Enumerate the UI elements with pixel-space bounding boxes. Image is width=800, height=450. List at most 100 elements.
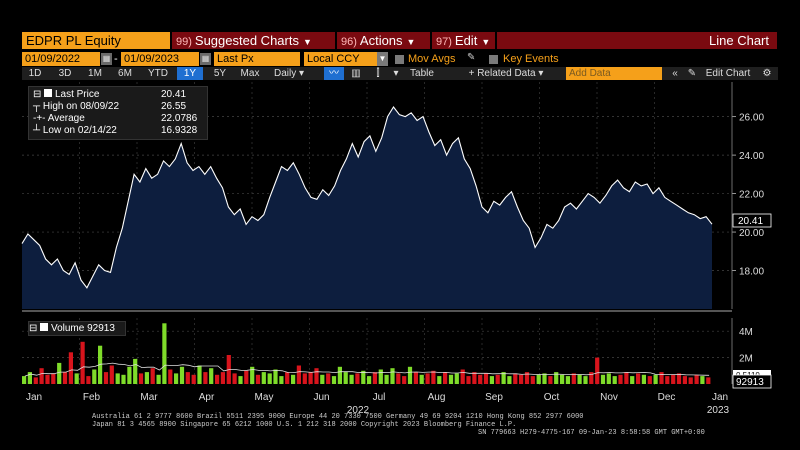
volume-bar: [33, 377, 38, 384]
legend-value: 16.9328: [161, 125, 198, 136]
volume-bar: [390, 368, 395, 384]
period-max[interactable]: Max: [240, 68, 260, 79]
legend-label: Last Price: [54, 89, 100, 100]
swatch-icon: [40, 323, 49, 331]
volume-bar: [291, 374, 296, 384]
legend-label: High on 08/09/22: [42, 101, 120, 112]
table-button[interactable]: Table: [410, 68, 434, 79]
low-marker-icon: ┴: [33, 125, 41, 136]
volume-bar: [495, 374, 500, 384]
last-price-tag-text: 20.41: [738, 216, 763, 227]
volume-bar: [197, 365, 202, 384]
calendar-icon[interactable]: ▦: [200, 53, 211, 65]
volume-bar: [156, 374, 161, 384]
volume-bar: [133, 358, 138, 384]
volume-bar: [407, 366, 413, 384]
suggested-charts-menu[interactable]: 99) Suggested Charts ▼: [172, 32, 335, 49]
period-ytd[interactable]: YTD: [148, 68, 168, 79]
chevron-down-icon[interactable]: ▾: [393, 68, 399, 79]
volume-bar: [331, 376, 337, 384]
volume-bar: [238, 376, 243, 384]
volume-bar: [39, 368, 44, 384]
volume-bar: [571, 373, 576, 384]
frequency-select[interactable]: Daily ▾: [273, 68, 305, 79]
pencil-icon[interactable]: ✎: [687, 68, 697, 79]
menu-number: 97): [436, 36, 452, 48]
calendar-icon[interactable]: ▦: [101, 53, 112, 65]
volume-legend: ⊟ Volume 92913: [28, 321, 126, 336]
volume-bar: [647, 376, 652, 384]
menu-label: Suggested Charts: [194, 33, 299, 48]
key-events-checkbox[interactable]: [489, 55, 498, 64]
end-date-input[interactable]: 01/09/2023: [121, 52, 199, 66]
start-date-input[interactable]: 01/09/2022: [22, 52, 100, 66]
volume-bar: [92, 369, 97, 384]
volume-bar: [22, 376, 27, 384]
bar-chart-icon[interactable]: ▥: [351, 68, 361, 79]
ticker-field[interactable]: EDPR PL Equity: [22, 32, 170, 49]
period-3d[interactable]: 3D: [58, 68, 72, 79]
chart-type-label: Line Chart: [497, 32, 777, 49]
period-5y[interactable]: 5Y: [213, 68, 227, 79]
candle-icon[interactable]: ⫿: [376, 68, 380, 79]
volume-tag: [732, 374, 772, 389]
volume-bar: [191, 374, 196, 384]
collapse-icon[interactable]: «: [672, 68, 678, 79]
chevron-down-icon[interactable]: ▼: [377, 52, 388, 66]
volume-bar: [349, 374, 354, 384]
volume-bar: [179, 366, 185, 384]
x-tick-label: Jan: [712, 392, 728, 403]
volume-bar: [641, 374, 646, 384]
period-1d[interactable]: 1D: [28, 68, 42, 79]
x-tick-label: Jul: [373, 392, 386, 403]
volume-bar: [308, 372, 313, 384]
menu-number: 99): [176, 36, 192, 48]
volume-tick-label: 4M: [739, 327, 753, 338]
currency-select[interactable]: Local CCY: [304, 52, 377, 66]
volume-bar: [419, 374, 424, 384]
volume-bar: [203, 372, 208, 384]
x-tick-label: Nov: [600, 392, 618, 403]
volume-bar: [612, 376, 617, 384]
volume-tick-label: 2M: [739, 354, 753, 365]
collapse-icon[interactable]: ⊟: [29, 323, 38, 334]
related-data-button[interactable]: + Related Data ▾: [468, 68, 544, 79]
volume-bar: [653, 374, 658, 384]
mov-avgs-label: Mov Avgs: [408, 53, 456, 65]
volume-bar: [209, 368, 214, 384]
edit-menu[interactable]: 97) Edit ▼: [432, 32, 495, 49]
volume-bar: [483, 373, 489, 384]
volume-bar: [220, 372, 225, 384]
volume-bar: [443, 372, 448, 384]
volume-bar: [519, 374, 524, 384]
edit-chart-button[interactable]: Edit Chart: [705, 68, 751, 79]
volume-bar: [595, 357, 600, 384]
volume-bar: [103, 372, 109, 384]
volume-bar: [86, 376, 91, 384]
mov-avgs-checkbox[interactable]: [395, 55, 404, 64]
volume-bar: [244, 370, 249, 384]
legend-value: 22.0786: [161, 113, 198, 124]
legend-low: ┴ Low on 02/14/22 16.9328: [33, 125, 197, 136]
volume-bar: [326, 373, 331, 384]
pencil-icon[interactable]: ✎: [467, 52, 476, 63]
menu-number: 96): [341, 36, 357, 48]
volume-bar: [150, 368, 155, 384]
y-tick-label: 22.00: [739, 190, 764, 201]
volume-bar: [460, 369, 465, 384]
add-data-input[interactable]: Add Data: [566, 67, 662, 80]
volume-bar: [618, 374, 623, 384]
volume-bar: [530, 376, 535, 384]
legend-average: -+- Average 22.0786: [33, 113, 197, 124]
collapse-icon[interactable]: ⊟: [33, 89, 42, 100]
gear-icon[interactable]: ⚙: [762, 68, 772, 79]
period-1y[interactable]: 1Y: [177, 67, 203, 80]
x-tick-label: Aug: [428, 392, 446, 403]
period-6m[interactable]: 6M: [118, 68, 132, 79]
price-field-select[interactable]: Last Px: [214, 52, 300, 66]
line-chart-icon[interactable]: 〰: [324, 67, 344, 80]
period-1m[interactable]: 1M: [88, 68, 102, 79]
actions-menu[interactable]: 96) Actions ▼: [337, 32, 430, 49]
last-price-tag: [732, 213, 772, 228]
